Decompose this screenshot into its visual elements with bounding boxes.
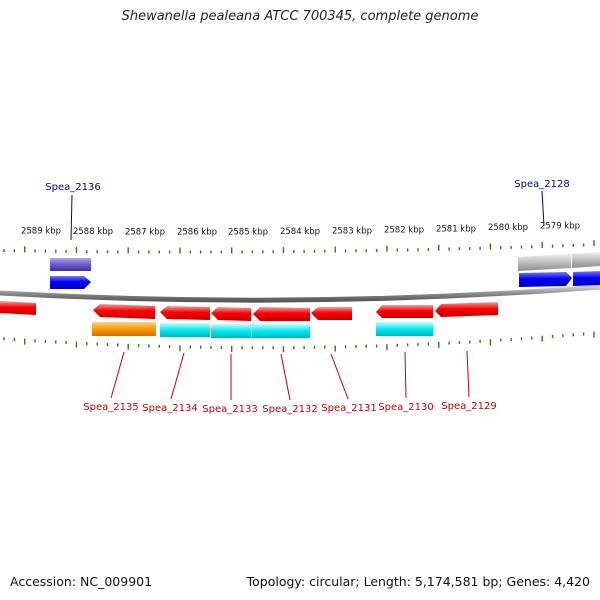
gene-label-spea-2131[interactable]: Spea_2131 — [321, 403, 376, 414]
leader-line — [404, 351, 407, 399]
gene-arrow-reverse — [253, 307, 310, 321]
genome-title: Shewanella pealeana ATCC 700345, complet… — [121, 9, 479, 24]
gene-arrow-reverse — [160, 306, 210, 320]
gene-arrow-reverse — [93, 304, 155, 319]
leader-line — [330, 353, 349, 400]
cds-feature-purple — [50, 258, 91, 271]
gene-label-spea-2130[interactable]: Spea_2130 — [378, 402, 433, 413]
gene-label-spea-2128[interactable]: Spea_2128 — [514, 179, 569, 190]
leader-line — [170, 352, 185, 400]
leader-line — [280, 353, 291, 401]
cds-feature-cyan — [252, 324, 310, 338]
position-label: 2589 kbp — [21, 227, 61, 237]
position-label: 2582 kbp — [384, 225, 424, 235]
tick-ring-inner — [3, 331, 595, 353]
gene-arrow-reverse — [376, 305, 433, 318]
gene-arrow-reverse — [211, 307, 251, 321]
cds-feature-grey — [572, 252, 600, 268]
position-label: 2581 kbp — [436, 224, 476, 234]
accession-text: Accession: NC_009901 — [10, 574, 153, 589]
cds-feature-cyan — [160, 323, 210, 337]
gene-arrow-forward — [519, 272, 572, 287]
position-label: 2588 kbp — [73, 227, 113, 237]
gene-label-spea-2133[interactable]: Spea_2133 — [202, 404, 257, 415]
gene-arrow-forward — [50, 276, 91, 289]
tick-ring-outer — [3, 240, 595, 254]
gene-label-spea-2135[interactable]: Spea_2135 — [83, 402, 138, 413]
cds-feature-cyan — [376, 322, 433, 336]
position-label: 2585 kbp — [228, 227, 268, 237]
position-label: 2584 kbp — [280, 227, 320, 237]
gene-arrow-reverse — [311, 307, 352, 320]
position-labels: 2589 kbp 2588 kbp 2587 kbp 2586 kbp 2585 kbp… — [21, 221, 580, 237]
gene-arrow-reverse — [0, 301, 36, 315]
gene-arrow-reverse — [435, 302, 498, 317]
leader-line — [541, 190, 545, 227]
cds-feature-orange — [92, 322, 156, 336]
leader-line — [70, 194, 73, 241]
gene-label-spea-2132[interactable]: Spea_2132 — [262, 404, 317, 415]
gene-label-spea-2134[interactable]: Spea_2134 — [142, 403, 197, 414]
genome-backbone — [0, 284, 600, 303]
gene-label-spea-2136[interactable]: Spea_2136 — [45, 182, 100, 193]
position-label: 2583 kbp — [332, 226, 372, 236]
cds-feature-cyan — [211, 324, 251, 338]
position-label: 2587 kbp — [125, 227, 165, 237]
genome-summary: Topology: circular; Length: 5,174,581 bp… — [246, 574, 590, 589]
leader-line — [110, 351, 125, 399]
gene-label-spea-2129[interactable]: Spea_2129 — [441, 401, 496, 412]
leader-line — [466, 350, 470, 398]
cds-feature-grey — [518, 254, 571, 271]
gene-arrow-forward — [573, 271, 600, 286]
position-label: 2579 kbp — [540, 221, 580, 231]
position-label: 2586 kbp — [177, 228, 217, 238]
position-label: 2580 kbp — [488, 223, 528, 233]
